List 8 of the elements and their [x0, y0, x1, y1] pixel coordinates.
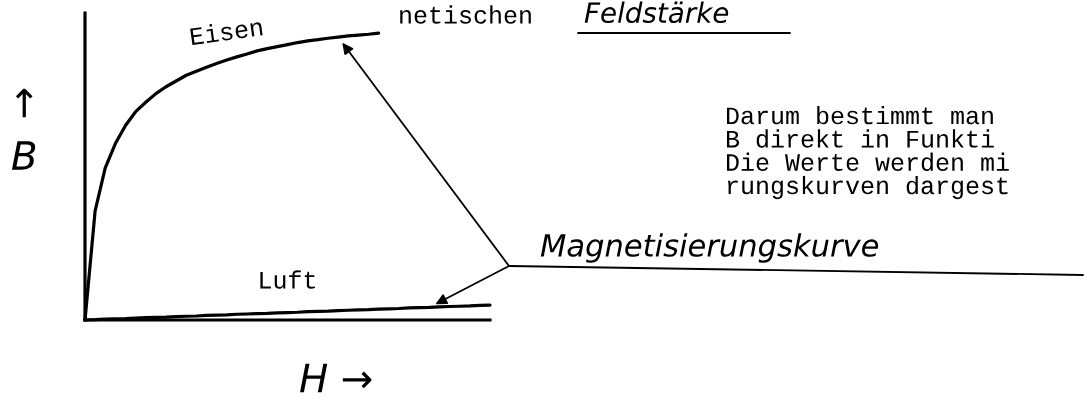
text: netischen	[400, 5, 531, 24]
text: Magnetisierungskurve	[540, 233, 879, 263]
text: Feldstärke	[584, 1, 729, 24]
y-axis-title: ↑ B	[11, 88, 36, 170]
series-label: Luft	[260, 270, 315, 289]
x-axis-title: H →	[300, 363, 372, 393]
text: Darum bestimmt man B direkt in Funkti Die Werte werden mi rungskurven dargest	[726, 106, 1009, 200]
text: Eisen	[189, 17, 263, 46]
